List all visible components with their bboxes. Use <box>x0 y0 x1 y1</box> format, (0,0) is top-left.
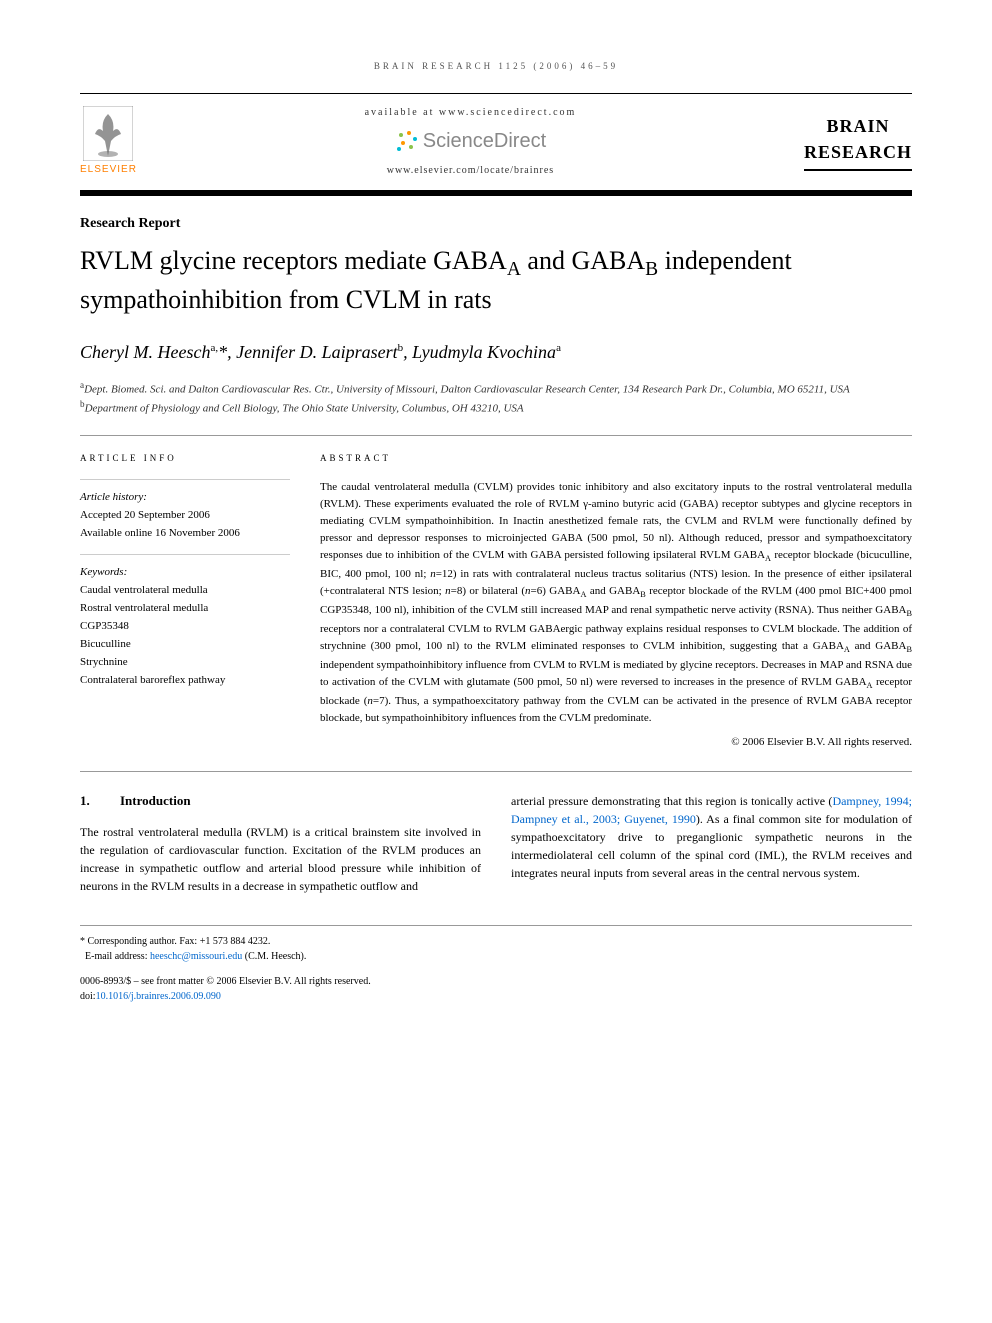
body-column-right: arterial pressure demonstrating that thi… <box>511 792 912 895</box>
keyword: Strychnine <box>80 655 290 671</box>
affiliation-a: aDept. Biomed. Sci. and Dalton Cardiovas… <box>80 379 912 398</box>
front-matter: 0006-8993/$ – see front matter © 2006 El… <box>80 974 912 1004</box>
doi-link[interactable]: 10.1016/j.brainres.2006.09.090 <box>96 991 221 1002</box>
body-text-col1: The rostral ventrolateral medulla (RVLM)… <box>80 823 481 895</box>
body-text-pre: arterial pressure demonstrating that thi… <box>511 794 832 808</box>
affiliations: aDept. Biomed. Sci. and Dalton Cardiovas… <box>80 379 912 417</box>
keyword: Bicuculline <box>80 637 290 653</box>
body-column-left: 1.Introduction The rostral ventrolateral… <box>80 792 481 895</box>
keywords-label: Keywords: <box>80 565 290 581</box>
abstract-text: The caudal ventrolateral medulla (CVLM) … <box>320 479 912 727</box>
article-history-label: Article history: <box>80 490 290 506</box>
sciencedirect-logo: ScienceDirect <box>137 127 804 156</box>
article-info-heading: ARTICLE INFO <box>80 452 290 465</box>
article-type: Research Report <box>80 214 912 234</box>
keyword: Caudal ventrolateral medulla <box>80 583 290 599</box>
abstract-heading: ABSTRACT <box>320 452 912 465</box>
article-info: ARTICLE INFO Article history: Accepted 2… <box>80 452 290 751</box>
article-title: RVLM glycine receptors mediate GABAA and… <box>80 244 912 316</box>
available-online-date: Available online 16 November 2006 <box>80 526 290 542</box>
authors: Cheryl M. Heescha,*, Jennifer D. Laipras… <box>80 339 912 365</box>
section-title: Introduction <box>120 793 191 808</box>
keyword: CGP35348 <box>80 619 290 635</box>
elsevier-logo: ELSEVIER <box>80 106 137 178</box>
section-heading-introduction: 1.Introduction <box>80 792 481 811</box>
corresponding-author: * Corresponding author. Fax: +1 573 884 … <box>80 934 912 949</box>
journal-logo: BRAIN RESEARCH <box>804 113 912 171</box>
elsevier-tree-icon <box>83 106 133 161</box>
body-text-col2: arterial pressure demonstrating that thi… <box>511 792 912 882</box>
email-suffix: (C.M. Heesch). <box>242 951 306 962</box>
footnotes: * Corresponding author. Fax: +1 573 884 … <box>80 925 912 964</box>
affiliation-b: bDepartment of Physiology and Cell Biolo… <box>80 398 912 417</box>
accepted-date: Accepted 20 September 2006 <box>80 508 290 524</box>
keyword: Rostral ventrolateral medulla <box>80 601 290 617</box>
section-number: 1. <box>80 792 120 811</box>
journal-line2: RESEARCH <box>804 139 912 165</box>
running-header: BRAIN RESEARCH 1125 (2006) 46–59 <box>80 60 912 73</box>
doi-line: doi:10.1016/j.brainres.2006.09.090 <box>80 989 912 1004</box>
sciencedirect-text: ScienceDirect <box>423 127 546 156</box>
header-center: available at www.sciencedirect.com Scien… <box>137 106 804 178</box>
email-label: E-mail address: <box>85 951 150 962</box>
sciencedirect-icon <box>395 129 419 153</box>
header-band: ELSEVIER available at www.sciencedirect.… <box>80 93 912 196</box>
elsevier-text: ELSEVIER <box>80 163 137 178</box>
doi-label: doi: <box>80 991 96 1002</box>
email-line: E-mail address: heeschc@missouri.edu (C.… <box>80 949 912 964</box>
copyright: © 2006 Elsevier B.V. All rights reserved… <box>320 735 912 751</box>
issn-copyright: 0006-8993/$ – see front matter © 2006 El… <box>80 974 912 989</box>
email-link[interactable]: heeschc@missouri.edu <box>150 951 242 962</box>
locate-url: www.elsevier.com/locate/brainres <box>137 164 804 179</box>
abstract-column: ABSTRACT The caudal ventrolateral medull… <box>320 452 912 751</box>
divider <box>80 771 912 772</box>
journal-line1: BRAIN <box>804 113 912 139</box>
available-at: available at www.sciencedirect.com <box>137 106 804 121</box>
keyword: Contralateral baroreflex pathway <box>80 673 290 689</box>
